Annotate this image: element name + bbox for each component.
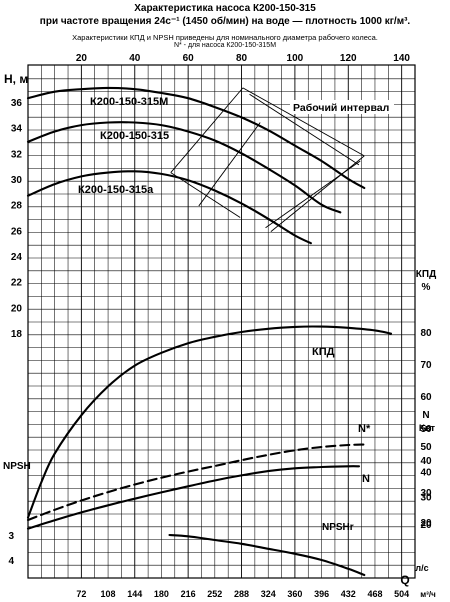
label-k200-315m: К200-150-315М (90, 96, 168, 108)
y-power-tick: 30 (420, 493, 432, 504)
chart-subtitle: при частоте вращения 24с⁻¹ (1450 об/мин)… (39, 16, 411, 27)
x-tick-label-m3h: 72 (76, 589, 86, 599)
y-npsh-tick: 4 (8, 556, 14, 567)
y-power-tick: 40 (420, 467, 432, 478)
x-tick-label-m3h: 324 (261, 589, 276, 599)
x-unit-ls: л/с (415, 563, 428, 573)
x-tick-label-m3h: 252 (207, 589, 222, 599)
operating-range-line (249, 93, 360, 166)
chart-note-power: N* - для насоса К200-150-315М (173, 42, 277, 49)
y-eff-unit: % (422, 282, 431, 293)
x-tick-label-m3h: 396 (314, 589, 329, 599)
plot-frame (27, 64, 416, 579)
chart-title: Характеристика насоса К200-150-315 (134, 3, 316, 14)
series-line-npshr (168, 533, 366, 577)
y-power-unit: Квт (419, 423, 436, 434)
x-tick-label-m3h: 504 (394, 589, 409, 599)
y-head-tick: 28 (11, 201, 23, 212)
x-tick-label-top: 60 (183, 53, 195, 64)
label-k200-315a: К200-150-315а (78, 184, 154, 196)
operating-range-line (198, 122, 261, 207)
x-tick-label-m3h: 216 (181, 589, 196, 599)
y-head-tick: 18 (11, 329, 23, 340)
label-power-star: N* (358, 423, 371, 435)
y-head-tick: 32 (11, 149, 23, 160)
operating-range-line (265, 160, 361, 229)
label-efficiency: КПД (312, 346, 335, 358)
y-eff-tick: 30 (420, 488, 432, 499)
y-power-tick: 20 (420, 518, 432, 529)
y-head-label: H, м (4, 72, 28, 86)
series-line-k200-315 (26, 121, 342, 214)
x-tick-label-m3h: 432 (341, 589, 356, 599)
label-k200-315: К200-150-315 (100, 130, 169, 142)
x-tick-label-m3h: 180 (154, 589, 169, 599)
y-npsh-tick: 3 (8, 531, 14, 542)
y-npsh-label: NPSH (3, 461, 31, 472)
chart-note: Характеристики КПД и NPSH приведены для … (72, 33, 378, 42)
y-head-tick: 30 (11, 175, 23, 186)
x-tick-label-top: 140 (393, 53, 410, 64)
x-tick-label-m3h: 360 (287, 589, 302, 599)
y-eff-tick: 40 (420, 456, 432, 467)
operating-range-label: Рабочий интервал (293, 102, 389, 114)
series-line-efficiency (26, 325, 393, 519)
y-eff-label: КПД (416, 269, 436, 280)
operating-range-line (242, 87, 365, 157)
y-head-tick: 24 (11, 252, 23, 263)
label-npshr: NPSHr (322, 522, 354, 533)
y-head-tick: 22 (11, 278, 23, 289)
x-tick-label-top: 80 (236, 53, 248, 64)
x-tick-label-m3h: 288 (234, 589, 249, 599)
y-head-tick: 36 (11, 98, 23, 109)
operating-range-line (170, 172, 241, 218)
x-tick-label-top: 100 (287, 53, 304, 64)
series-line-power-star (26, 443, 366, 522)
series-group (26, 86, 393, 577)
y-head-tick: 34 (11, 124, 23, 135)
operating-range-line (270, 155, 365, 232)
y-head-tick: 20 (11, 303, 23, 314)
plot-border (27, 64, 416, 579)
y-eff-tick: 60 (420, 392, 432, 403)
operating-range-lines (170, 87, 365, 232)
y-eff-tick: 70 (420, 360, 432, 371)
x-tick-label-m3h: 468 (367, 589, 382, 599)
x-tick-label-m3h: 108 (101, 589, 116, 599)
x-unit-m3h: м³/ч (420, 590, 436, 599)
label-power: N (362, 473, 370, 485)
y-power-tick: 50 (420, 442, 432, 453)
x-tick-label-top: 120 (340, 53, 357, 64)
x-tick-label-m3h: 144 (127, 589, 142, 599)
series-line-power (26, 465, 361, 530)
x-tick-label-top: 40 (129, 53, 141, 64)
y-eff-tick: 50 (420, 424, 432, 435)
series-labels: К200-150-315М К200-150-315 К200-150-315а КП… (78, 96, 394, 533)
operating-range-label-bg (290, 100, 394, 114)
y-power-label: N (422, 410, 429, 421)
y-eff-tick: 80 (420, 328, 432, 339)
y-head-tick: 26 (11, 226, 23, 237)
x-axis-label: Q (400, 573, 409, 587)
y-eff-tick: 20 (420, 520, 432, 531)
series-line-k200-315m (26, 86, 366, 190)
x-tick-label-top: 20 (76, 53, 88, 64)
chart-grid (28, 65, 415, 578)
series-line-k200-315a (26, 170, 312, 245)
operating-range-line (170, 87, 244, 173)
